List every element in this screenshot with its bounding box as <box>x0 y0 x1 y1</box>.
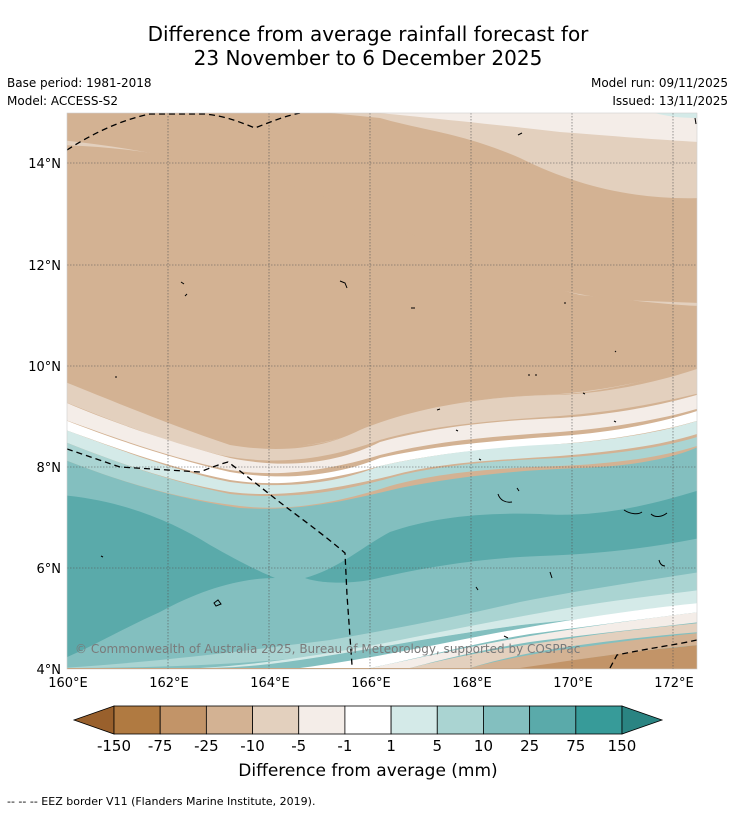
lon-label-162e: 162°E <box>149 676 189 691</box>
colorbar-title: Difference from average (mm) <box>238 761 498 781</box>
model-run-label: Model run: 09/11/2025 <box>590 76 728 90</box>
colorbar-extend-high <box>621 705 664 735</box>
lon-label-160e: 160°E <box>48 676 88 691</box>
band-top-right-teal <box>655 113 697 118</box>
lon-label-168e: 168°E <box>452 676 492 691</box>
colorbar-tick-labels: -150 -75 -25 -10 -5 -1 1 5 10 25 75 150 <box>97 737 636 755</box>
lat-label-6n: 6°N <box>37 562 62 577</box>
colorbar-segment <box>159 705 207 735</box>
colorbar-tick-label: -25 <box>194 737 219 755</box>
colorbar-segment <box>575 705 623 735</box>
band-bottom-neg25-neg75 <box>520 645 697 668</box>
meta-right: Model run: 09/11/2025 Issued: 13/11/2025 <box>591 74 728 110</box>
colorbar-tick-label: 1 <box>386 737 396 755</box>
map-panel: © Commonwealth of Australia 2025, Bureau… <box>67 113 697 669</box>
colorbar-tick-label: -10 <box>240 737 265 755</box>
colorbar-tick-label: -150 <box>97 737 131 755</box>
copyright-text: © Commonwealth of Australia 2025, Bureau… <box>75 642 580 656</box>
eez-borders <box>67 113 697 669</box>
lat-label-8n: 8°N <box>37 461 62 476</box>
colorbar-tick-label: -75 <box>148 737 173 755</box>
map-frame <box>66 112 698 670</box>
lon-tick-labels: 160°E 162°E 164°E 166°E 168°E 170°E 172°… <box>48 676 694 691</box>
band-bottom-neg5-neg10 <box>410 623 697 668</box>
band-pos25-pos75-east <box>305 490 697 583</box>
lat-label-10n: 10°N <box>28 360 61 375</box>
colorbar-tick-label: 25 <box>520 737 539 755</box>
model-label: Model: ACCESS-S2 <box>7 94 119 108</box>
colorbar <box>72 705 664 735</box>
colorbar-tick-label: 5 <box>432 737 442 755</box>
colorbar-segment <box>344 705 392 735</box>
colorbar-tick-label: 75 <box>566 737 585 755</box>
colorbar-segment <box>436 705 484 735</box>
colorbar-segment <box>113 705 161 735</box>
title-line-1: Difference from average rainfall forecas… <box>147 22 589 46</box>
chart-title: Difference from average rainfall forecas… <box>0 22 736 70</box>
meta-left: Base period: 1981-2018 Model: ACCESS-S2 <box>7 74 152 110</box>
eez-legend-text: -- -- -- EEZ border V11 (Flanders Marine… <box>7 795 316 808</box>
colorbar-tick-label: 10 <box>474 737 493 755</box>
colorbar-tick-label: -1 <box>337 737 352 755</box>
graticule <box>67 113 697 669</box>
band-bottom-neg10-neg25 <box>470 633 697 668</box>
colorbar-segment <box>252 705 300 735</box>
colorbar-segment <box>205 705 253 735</box>
title-line-2: 23 November to 6 December 2025 <box>193 46 543 70</box>
band-light-brown-lower <box>67 368 697 461</box>
colorbar-segment <box>298 705 346 735</box>
colorbar-segment <box>390 705 438 735</box>
lat-label-14n: 14°N <box>28 157 61 172</box>
lon-label-172e: 172°E <box>654 676 694 691</box>
colorbar-extend-low <box>72 705 115 735</box>
lat-label-4n: 4°N <box>37 663 62 678</box>
lat-tick-labels: 14°N 12°N 10°N 8°N 6°N 4°N <box>28 157 61 678</box>
band-bottom-white <box>300 603 697 668</box>
colorbar-tick-label: -5 <box>291 737 306 755</box>
lat-label-12n: 12°N <box>28 259 61 274</box>
band-neg25-main <box>67 145 697 448</box>
base-period-label: Base period: 1981-2018 <box>7 76 152 90</box>
islands <box>100 117 697 639</box>
colorbar-segment <box>529 705 577 735</box>
lon-label-164e: 164°E <box>250 676 290 691</box>
band-bottom-neg1-neg5 <box>370 612 697 668</box>
issued-label: Issued: 13/11/2025 <box>612 94 728 108</box>
band-bottom-pos1-pos5 <box>200 590 697 668</box>
lon-label-170e: 170°E <box>553 676 593 691</box>
colorbar-segment <box>483 705 531 735</box>
colorbar-tick-label: 150 <box>608 737 637 755</box>
band-pos25-pos75 <box>67 495 275 658</box>
band-neg10-neg5 <box>380 113 697 142</box>
lon-label-166e: 166°E <box>351 676 391 691</box>
